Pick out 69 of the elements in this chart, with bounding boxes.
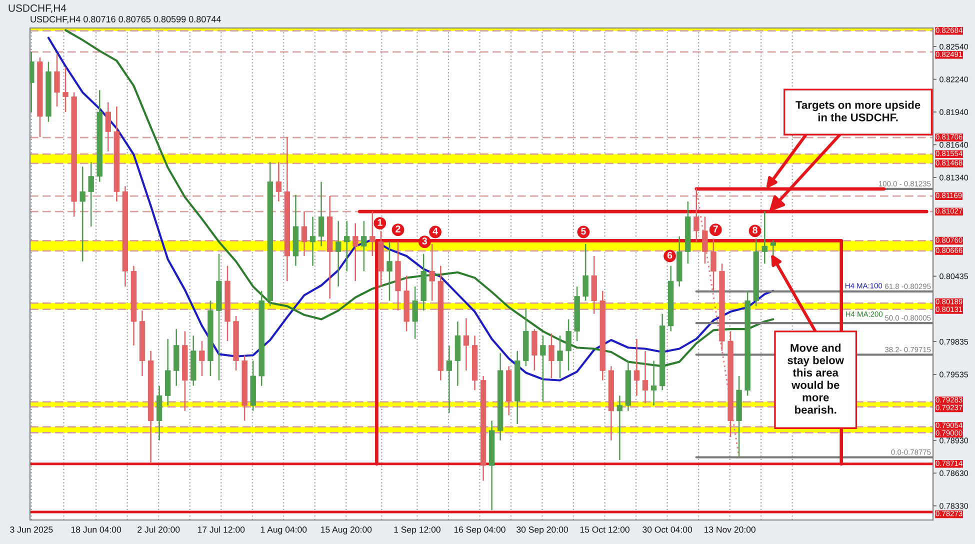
candlestick bbox=[318, 181, 324, 247]
chart-title: USDCHF,H4 bbox=[8, 4, 66, 14]
y-tick-label: 0.79835 bbox=[940, 338, 968, 345]
x-tick-label: 30 Sep 20:00 bbox=[516, 526, 568, 534]
y-tick-label: 0.81940 bbox=[940, 109, 968, 115]
candlestick bbox=[463, 318, 470, 372]
candlestick bbox=[762, 210, 768, 264]
candlestick bbox=[429, 243, 435, 302]
y-tick-label: 0.81340 bbox=[940, 174, 968, 180]
candlestick bbox=[386, 241, 392, 302]
annotation: 2 bbox=[396, 226, 400, 232]
candlestick bbox=[582, 243, 588, 302]
candlestick bbox=[634, 338, 640, 396]
x-tick-label: 3 Jun 2025 bbox=[10, 526, 53, 533]
candlestick bbox=[310, 216, 316, 266]
y-tick-label: 0.78330 bbox=[940, 503, 968, 509]
candlestick bbox=[352, 222, 358, 282]
x-tick-label: 2 Jul 20:00 bbox=[138, 526, 180, 533]
candlestick bbox=[199, 340, 205, 377]
x-tick-label: 13 Nov 20:00 bbox=[704, 526, 756, 533]
candlestick bbox=[566, 318, 572, 372]
candlestick bbox=[370, 210, 376, 257]
candlestick bbox=[557, 335, 563, 379]
x-tick-label: 30 Oct 04:00 bbox=[642, 526, 692, 533]
y-tick-label: 0.82240 bbox=[940, 76, 968, 82]
candlestick bbox=[540, 335, 546, 402]
candlestick bbox=[702, 216, 708, 264]
candlestick bbox=[412, 286, 418, 340]
x-tick-label: 18 Jun 04:00 bbox=[71, 526, 122, 533]
candlestick bbox=[532, 328, 538, 372]
annotation: 7 bbox=[713, 226, 718, 232]
annotation: 3 bbox=[422, 238, 428, 244]
candlestick bbox=[650, 360, 657, 406]
y-tick-label: 0.80435 bbox=[940, 273, 968, 280]
candlestick bbox=[336, 220, 342, 288]
candlestick bbox=[548, 332, 554, 379]
annotation: 6 bbox=[667, 252, 672, 259]
y-tick-label: 0.79535 bbox=[940, 372, 968, 378]
annotation: Move and stay below this area would be more bearish. bbox=[788, 344, 844, 414]
candlestick bbox=[642, 350, 648, 404]
annotation: 8 bbox=[752, 226, 758, 234]
candlestick bbox=[446, 344, 452, 414]
candlestick bbox=[276, 162, 282, 202]
annotation: 1 bbox=[378, 219, 382, 226]
annotation: 4 bbox=[432, 228, 438, 235]
y-tick-label: 0.78630 bbox=[940, 470, 968, 476]
candlestick bbox=[80, 166, 86, 262]
candlestick bbox=[694, 188, 700, 242]
annotation: 5 bbox=[581, 228, 586, 235]
x-tick-label: 15 Aug 20:00 bbox=[321, 526, 372, 534]
candlestick bbox=[62, 66, 68, 113]
y-tick-label: 0.78930 bbox=[940, 438, 968, 444]
annotation: Targets on more upside in the USDCHF. bbox=[796, 100, 920, 122]
x-tick-label: 16 Sep 04:00 bbox=[454, 526, 506, 534]
x-tick-label: 1 Aug 04:00 bbox=[260, 526, 307, 534]
candlestick bbox=[344, 220, 350, 272]
candlestick bbox=[361, 220, 367, 272]
y-tick-label: 0.82540 bbox=[940, 44, 968, 50]
x-tick-label: 15 Oct 12:00 bbox=[580, 526, 630, 533]
x-tick-label: 1 Sep 12:00 bbox=[394, 526, 440, 534]
candlestick bbox=[88, 162, 94, 228]
candlestick bbox=[54, 54, 60, 108]
candlestick bbox=[710, 238, 716, 292]
y-tick-label: 0.81640 bbox=[940, 142, 968, 148]
x-tick-label: 17 Jul 12:00 bbox=[198, 526, 245, 533]
candlestick bbox=[105, 102, 111, 152]
candlestick bbox=[301, 210, 308, 257]
text: USDCHF,H4 0.80716 0.80765 0.80599 0.80744 bbox=[30, 16, 221, 24]
candlestick bbox=[616, 395, 623, 461]
